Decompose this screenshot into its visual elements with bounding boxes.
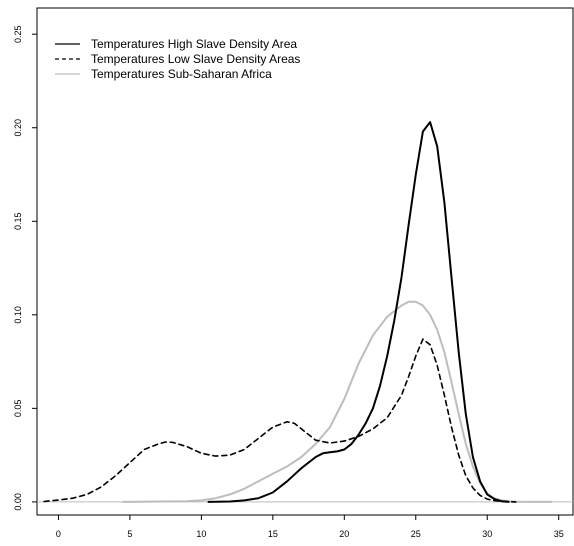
legend-label-2: Temperatures Sub-Saharan Africa xyxy=(91,67,272,81)
y-tick-label: 0.25 xyxy=(13,25,23,43)
x-tick-label: 20 xyxy=(339,529,349,539)
x-tick-label: 35 xyxy=(554,529,564,539)
legend: Temperatures High Slave Density AreaTemp… xyxy=(55,37,300,81)
y-tick-label: 0.15 xyxy=(13,213,23,231)
x-tick-label: 30 xyxy=(482,529,492,539)
y-tick-label: 0.10 xyxy=(13,306,23,324)
x-tick-label: 10 xyxy=(196,529,206,539)
series-layer xyxy=(43,121,553,503)
x-tick-label: 15 xyxy=(268,529,278,539)
legend-label-0: Temperatures High Slave Density Area xyxy=(91,37,297,51)
series-line-1 xyxy=(43,338,517,503)
y-tick-label: 0.00 xyxy=(13,493,23,511)
legend-label-1: Temperatures Low Slave Density Areas xyxy=(91,52,300,66)
plot-frame xyxy=(36,7,574,516)
x-tick-label: 0 xyxy=(56,529,61,539)
y-tick-label: 0.05 xyxy=(13,400,23,418)
x-tick-label: 25 xyxy=(411,529,421,539)
series-line-2 xyxy=(121,300,553,503)
x-axis: 0 5 10 15 20 25 30 35 xyxy=(56,515,564,539)
x-tick-label: 5 xyxy=(127,529,132,539)
y-tick-label: 0.20 xyxy=(13,119,23,137)
y-axis: 0.00 0.05 0.10 0.15 0.20 0.25 xyxy=(13,25,37,511)
series-line-0 xyxy=(207,121,510,503)
